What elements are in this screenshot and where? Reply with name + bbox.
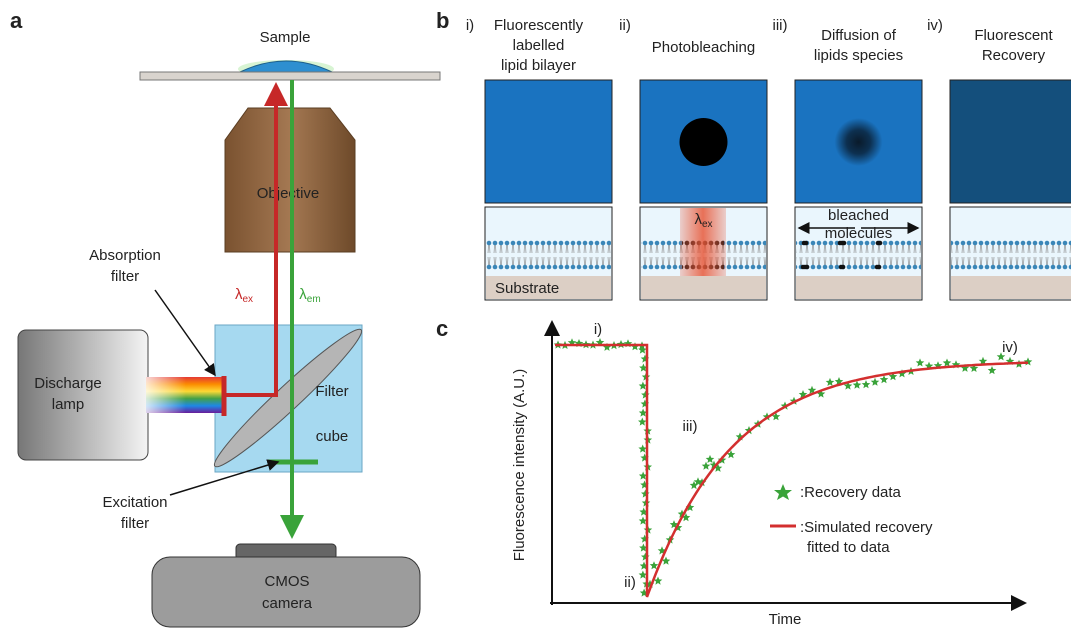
step-title: labelled [513,37,565,54]
legend-label: :Simulated recovery [800,519,933,536]
fluorescence-image [950,80,1071,203]
label: λem [299,286,320,305]
step-number: i) [466,17,474,34]
axis-title: Time [769,611,802,628]
substrate [951,276,1071,299]
star [641,391,650,399]
bleached-head [841,265,846,270]
bleached-head [877,265,882,270]
legend-label: :Recovery data [800,484,902,501]
step-title: Recovery [982,47,1046,64]
label: Sample [260,29,311,46]
star [916,358,925,366]
step-title: lipid bilayer [501,57,576,74]
figure: a Sample Objective Filter cube Discharge… [0,0,1071,629]
step-number: iv) [927,17,943,34]
phase-label: iii) [683,418,698,435]
arrow [155,290,215,375]
step-number: iii) [773,17,788,34]
substrate [796,276,921,299]
bleach-spot [680,118,728,166]
step-title: Diffusion of [821,27,897,44]
legend-label: fitted to data [807,539,890,556]
step-title: Fluorescently [494,17,584,34]
stage [140,72,440,80]
star [826,378,835,386]
label: Absorption [89,247,161,264]
panel-label: c [436,316,448,341]
bilayer [486,240,611,270]
label: Objective [257,185,320,202]
label: molecules [825,225,893,242]
star [1024,357,1033,365]
star [638,445,647,453]
star [702,462,711,470]
label: Substrate [495,280,559,297]
substrate [641,276,766,299]
label: cube [316,428,349,445]
phase-label: i) [594,321,602,338]
fluorescence-image [485,80,612,203]
label: bleached [828,207,889,224]
star [638,346,647,354]
star [638,418,647,426]
phase-label: iv) [1002,339,1018,356]
panel-label: b [436,8,449,33]
panel-label: a [10,8,23,33]
label: λex [235,286,253,305]
label: Filter [315,383,348,400]
bilayer [951,240,1071,270]
step-title: Photobleaching [652,39,755,56]
label: filter [121,515,149,532]
star [706,455,715,463]
phase-label: ii) [624,574,636,591]
step-title: lipids species [814,47,903,64]
camera [152,557,420,627]
star [943,359,952,367]
step-number: ii) [619,17,631,34]
label: camera [262,595,313,612]
legend-symbol [774,484,792,500]
bleached-head [804,241,809,246]
step-title: Fluorescent [974,27,1053,44]
star [871,378,880,386]
star [862,380,871,388]
label: CMOS [265,573,310,590]
axis-title: Fluorescence intensity (A.U.) [511,369,528,562]
label: lamp [52,396,85,413]
label: Excitation [102,494,167,511]
bilayer [796,240,921,270]
bleached-head [805,265,810,270]
star [988,366,997,374]
label: Discharge [34,375,102,392]
bleach-spot [835,118,883,166]
fit-curve [555,345,1028,597]
label: filter [111,268,139,285]
star [641,490,650,498]
star [641,553,650,561]
